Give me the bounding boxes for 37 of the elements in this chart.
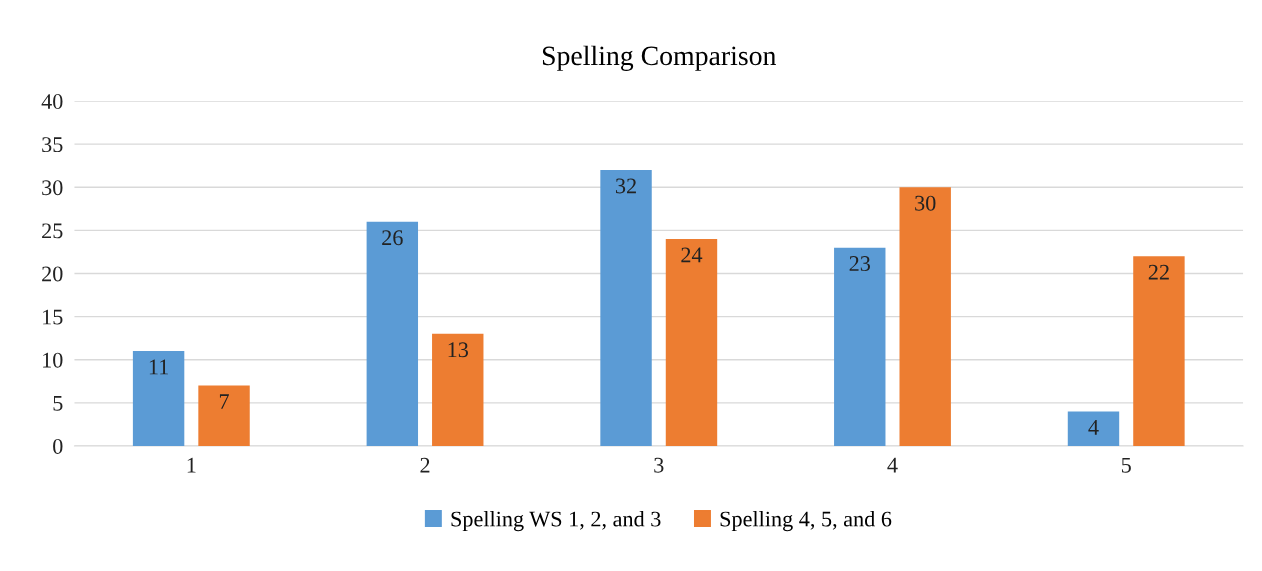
bar: [366, 221, 419, 446]
x-tick-label: 1: [187, 457, 196, 473]
bar: [1133, 256, 1185, 446]
y-tick-label: 20: [42, 266, 63, 282]
data-label: 23: [849, 256, 871, 272]
y-tick-label: 10: [43, 352, 63, 368]
data-label: 24: [681, 247, 703, 263]
x-tick-label: 2: [420, 457, 430, 473]
y-tick-label: 5: [53, 396, 63, 411]
y-tick-label: 35: [42, 137, 63, 153]
data-label: 30: [915, 195, 936, 211]
bar: [665, 239, 718, 446]
x-tick-label: 5: [1121, 457, 1131, 473]
data-label: 7: [219, 394, 229, 409]
x-tick-label: 4: [887, 457, 898, 473]
data-label: 13: [448, 342, 469, 358]
bar: [1067, 411, 1120, 446]
bar: [132, 351, 185, 446]
data-label: 4: [1088, 420, 1099, 435]
y-tick-label: 25: [42, 223, 63, 239]
x-tick-label: 3: [654, 457, 664, 473]
bar: [198, 385, 250, 446]
bar: [600, 170, 652, 446]
chart-title: Spelling Comparison: [542, 45, 777, 71]
y-tick-label: 15: [43, 309, 63, 325]
y-tick-label: 40: [41, 94, 63, 109]
y-tick-label: 30: [42, 180, 63, 196]
data-label: 22: [1148, 264, 1169, 280]
bar: [899, 187, 951, 446]
data-label: 26: [382, 230, 403, 246]
legend-label: Spelling 4, 5, and 6: [720, 510, 892, 532]
y-tick-label: 0: [53, 438, 63, 454]
bar: [834, 247, 886, 446]
bar: [432, 333, 484, 446]
data-label: 11: [149, 359, 168, 375]
data-label: 32: [615, 178, 636, 194]
legend-label: Spelling WS 1, 2, and 3: [451, 510, 661, 532]
